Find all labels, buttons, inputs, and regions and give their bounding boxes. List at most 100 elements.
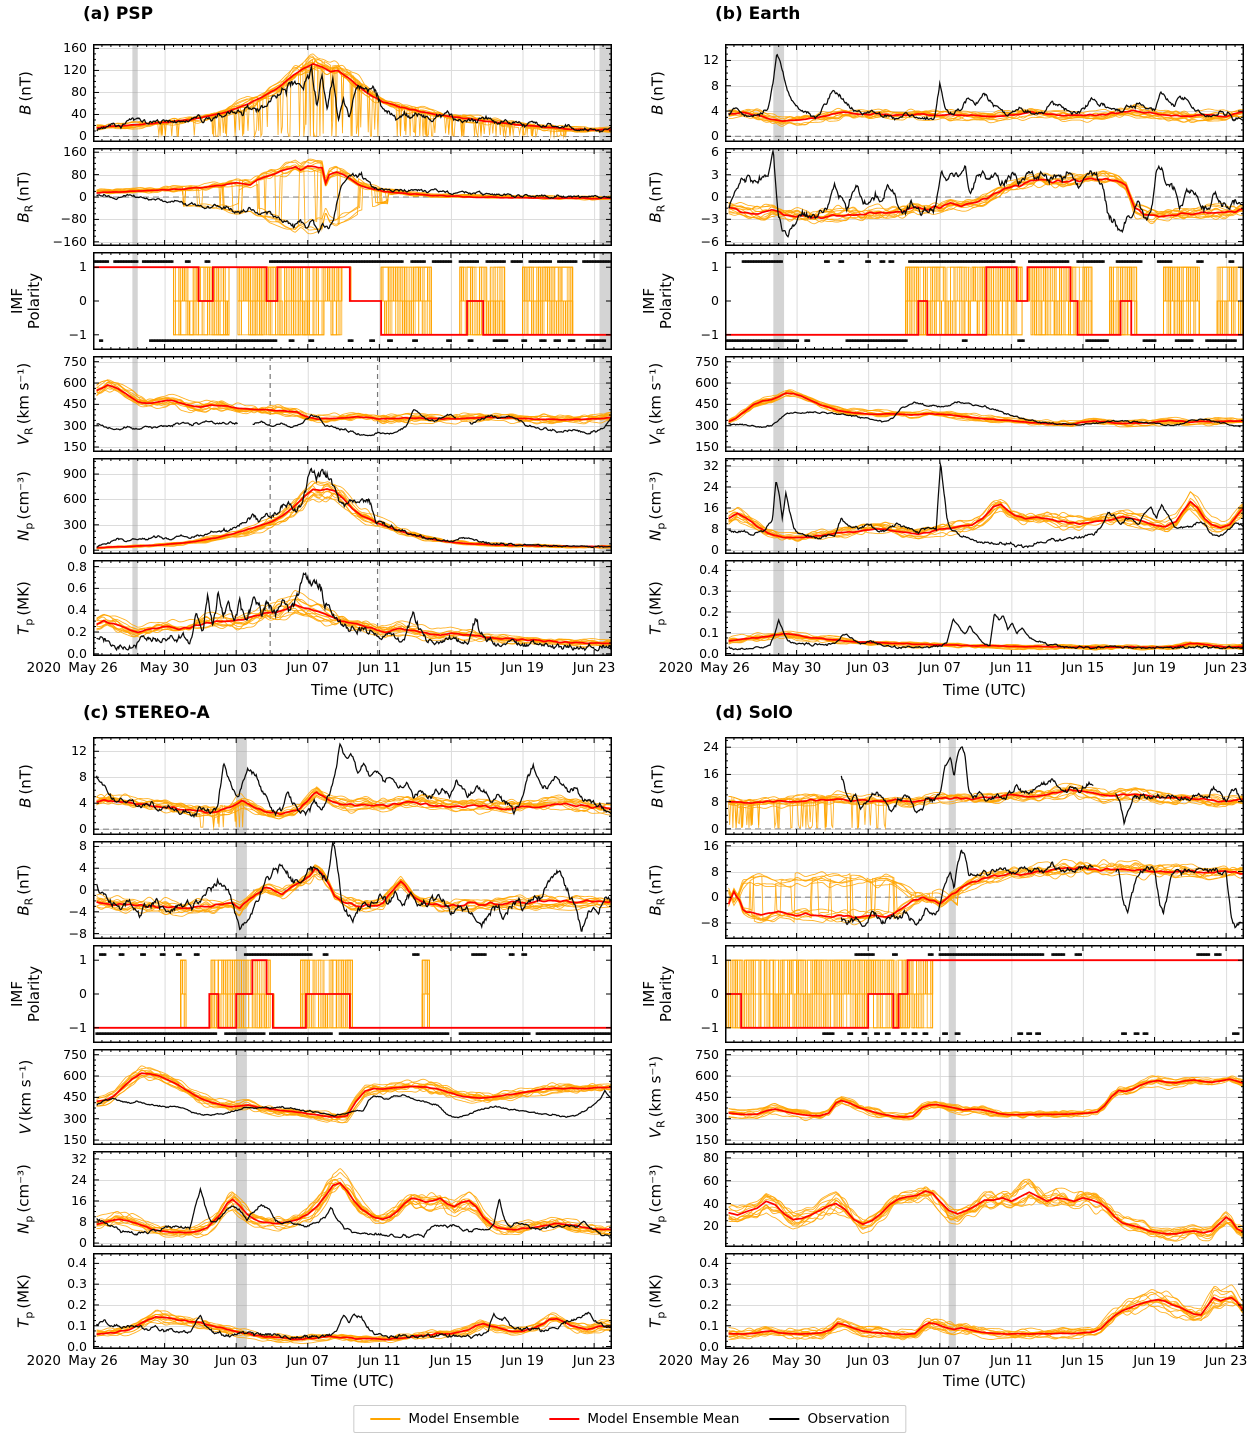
xtick-label: Jun 15 — [429, 1353, 473, 1369]
legend-label: Model Ensemble — [408, 1411, 520, 1427]
xtick-label: Jun 03 — [214, 1353, 258, 1369]
ytick-label: 300 — [63, 516, 87, 532]
xaxis-title: Time (UTC) — [311, 681, 394, 699]
ylabel-d-V: VR (km s⁻¹) — [646, 1055, 668, 1139]
subplot-canvas-d-V — [725, 1049, 1244, 1145]
subplot-canvas-d-Tp — [725, 1253, 1244, 1349]
ytick-label: 16 — [703, 837, 719, 853]
ytick-label: 600 — [695, 375, 719, 391]
xtick-label: Jun 23 — [572, 1353, 616, 1369]
ytick-label: 1 — [79, 259, 87, 275]
xtick-label: Jun 07 — [918, 660, 962, 676]
ytick-label: 0 — [711, 189, 719, 204]
ytick-label: −8 — [700, 914, 719, 930]
ytick-label: 24 — [71, 1171, 87, 1187]
ytick-label: 4 — [79, 795, 87, 811]
xtick-label: Jun 03 — [846, 1353, 890, 1369]
xaxis-year-label: 2020 — [26, 660, 61, 676]
ytick-label: 6 — [711, 144, 719, 160]
subplot-canvas-c-BR — [93, 841, 612, 939]
ytick-label: −4 — [68, 903, 87, 919]
ytick-label: 0.4 — [67, 1255, 87, 1271]
xtick-label: Jun 19 — [1133, 1353, 1176, 1369]
xaxis-year-label: 2020 — [26, 1353, 61, 1369]
ytick-label: 0 — [711, 986, 719, 1001]
ytick-label: 120 — [63, 62, 87, 78]
xtick-label: Jun 07 — [286, 660, 330, 676]
xtick-label: Jun 07 — [918, 1353, 962, 1369]
ytick-label: 0.8 — [67, 558, 87, 574]
ytick-label: 0 — [711, 889, 719, 905]
ytick-label: 0 — [79, 821, 87, 837]
ytick-label: 150 — [695, 439, 719, 455]
xaxis-title: Time (UTC) — [943, 681, 1026, 699]
ylabel-c-Np: Np (cm⁻³) — [14, 1164, 36, 1234]
ytick-label: 300 — [695, 1110, 719, 1126]
subplot-canvas-a-BR — [93, 148, 612, 246]
xtick-label: Jun 07 — [286, 1353, 330, 1369]
ytick-label: 150 — [695, 1132, 719, 1148]
ytick-label: 0.4 — [67, 602, 87, 618]
xtick-label: Jun 11 — [990, 1353, 1033, 1369]
ytick-label: 1 — [711, 259, 719, 275]
ytick-label: 450 — [695, 396, 719, 412]
subplot-canvas-a-B — [93, 44, 612, 142]
xaxis-title: Time (UTC) — [311, 1372, 394, 1390]
ytick-label: 750 — [63, 353, 87, 369]
xtick-label: Jun 19 — [501, 1353, 544, 1369]
ylabel-a-V: VR (km s⁻¹) — [14, 362, 36, 446]
ytick-label: 8 — [79, 838, 87, 854]
ytick-label: 160 — [63, 144, 87, 160]
panel-title-d: (d) SolO — [715, 703, 793, 723]
xtick-label: May 30 — [771, 1353, 822, 1369]
ytick-label: 600 — [63, 491, 87, 507]
ytick-label: 40 — [703, 1195, 719, 1211]
ytick-label: −6 — [700, 233, 719, 249]
xtick-label: Jun 23 — [1204, 660, 1248, 676]
ytick-label: −160 — [52, 233, 87, 249]
ytick-label: 0.6 — [67, 580, 87, 596]
xtick-label: Jun 03 — [846, 660, 890, 676]
xtick-label: Jun 11 — [358, 1353, 401, 1369]
ytick-label: 0.1 — [699, 624, 719, 640]
ytick-label: 3 — [711, 166, 719, 182]
ylabel-d-BR: BR (nT) — [646, 864, 668, 916]
ytick-label: 0.3 — [699, 1276, 719, 1292]
xtick-label: Jun 03 — [214, 660, 258, 676]
ylabel-b-Np: Np (cm⁻³) — [646, 471, 668, 541]
ytick-label: 8 — [79, 769, 87, 785]
subplot-canvas-b-BR — [725, 148, 1244, 246]
ytick-label: 8 — [711, 521, 719, 536]
ytick-label: 150 — [63, 439, 87, 455]
ytick-label: 300 — [63, 1110, 87, 1126]
ylabel-a-BR: BR (nT) — [14, 171, 36, 223]
ylabel-b-V: VR (km s⁻¹) — [646, 362, 668, 446]
xtick-label: May 26 — [68, 660, 118, 676]
ylabel-a-Tp: Tp (MK) — [14, 581, 36, 635]
ytick-label: −80 — [60, 211, 87, 227]
subplot-canvas-c-B — [93, 737, 612, 835]
ytick-label: 0 — [79, 189, 87, 204]
ylabel-c-BR: BR (nT) — [14, 864, 36, 916]
ytick-label: 0 — [711, 128, 719, 144]
ylabel-b-BR: BR (nT) — [646, 171, 668, 223]
ytick-label: 0.0 — [699, 645, 719, 661]
ytick-label: 0 — [711, 542, 719, 558]
legend-item-0: Model Ensemble — [370, 1411, 519, 1427]
xaxis-year-label: 2020 — [658, 1353, 693, 1369]
ylabel-a-B: B (nT) — [16, 71, 35, 115]
panel-title-c: (c) STEREO-A — [83, 703, 210, 723]
ytick-label: 8 — [711, 863, 719, 879]
ylabel-d-Tp: Tp (MK) — [646, 1274, 668, 1328]
xtick-label: Jun 11 — [358, 660, 401, 676]
ytick-label: 1 — [711, 952, 719, 968]
ytick-label: 0 — [79, 128, 87, 144]
ytick-label: 0.3 — [699, 583, 719, 599]
xtick-label: Jun 23 — [572, 660, 616, 676]
ytick-label: 450 — [63, 1089, 87, 1105]
ylabel-d-Np: Np (cm⁻³) — [646, 1164, 668, 1234]
ytick-label: 0 — [79, 293, 87, 308]
ytick-label: 0.2 — [699, 603, 719, 619]
ylabel-b-Tp: Tp (MK) — [646, 581, 668, 635]
